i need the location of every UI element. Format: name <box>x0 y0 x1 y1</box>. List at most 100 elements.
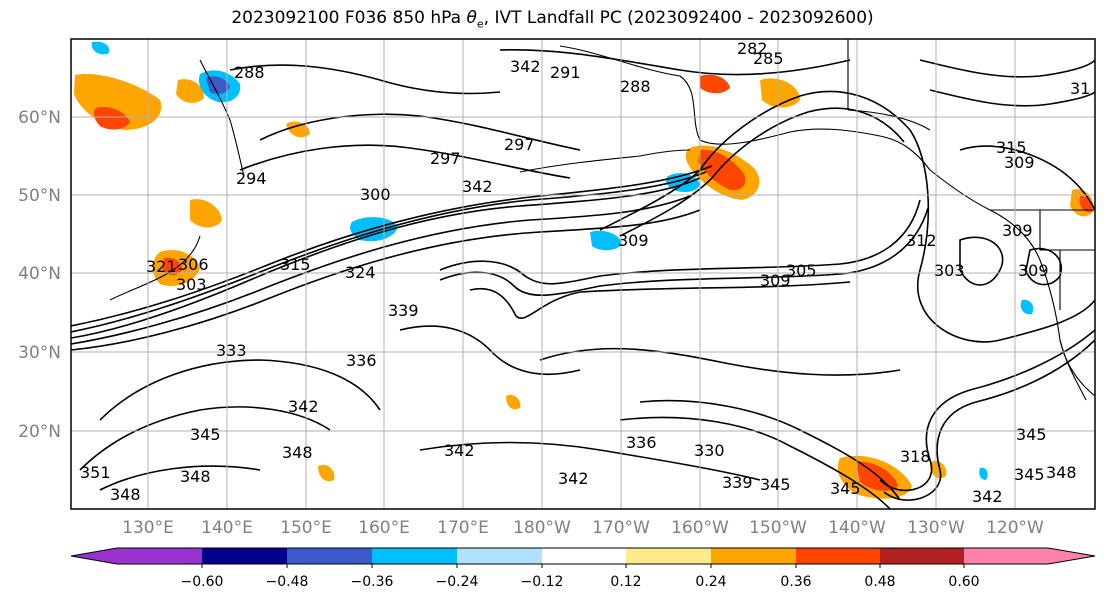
shade-small-6 <box>979 467 988 480</box>
colorbar-tick-label: 0.48 <box>864 574 895 590</box>
chart-title: 2023092100 F036 850 hPa θe, IVT Landfall… <box>0 8 1105 30</box>
coast-baja <box>1059 339 1087 401</box>
colorbar-segment <box>372 548 457 564</box>
contour-label: 309 <box>1002 221 1033 240</box>
contour-labels: 288 291 282 285 288 297 294 297 300 309 … <box>80 39 1090 506</box>
contour-label: 345 <box>1014 465 1045 484</box>
shade-japan-red <box>162 257 182 276</box>
colorbar-tick-label: −0.36 <box>351 574 394 590</box>
contour-coast-2 <box>879 329 1095 492</box>
coast-kamchatka <box>199 59 245 177</box>
contour-label: 339 <box>388 301 419 320</box>
longitude-label: 140°W <box>828 518 886 538</box>
shade-small-5 <box>1020 299 1034 315</box>
contour-label: 303 <box>176 275 207 294</box>
contour-label: 333 <box>216 341 247 360</box>
contour-sub-2 <box>619 416 891 509</box>
contour-label: 342 <box>444 441 475 460</box>
contour-central-2 <box>419 441 761 481</box>
title-suffix: , IVT Landfall PC (2023092400 - 20230926… <box>483 8 874 28</box>
shade-kamchatka-orange <box>176 79 204 103</box>
longitude-label: 130°E <box>122 518 174 538</box>
contour-label: 285 <box>753 49 784 68</box>
contour-sub-1 <box>639 399 901 501</box>
colorbar-tick-label: 0.36 <box>780 574 811 590</box>
colorbar-ticks <box>201 564 965 568</box>
contour-label: 297 <box>504 135 535 154</box>
longitude-label: 150°W <box>749 518 807 538</box>
contour-label: 351 <box>80 463 111 482</box>
colorbar-extend-right <box>1048 548 1095 564</box>
coast-aleutian <box>519 149 691 173</box>
contour-label: 342 <box>558 469 589 488</box>
contour-label: 300 <box>360 185 391 204</box>
contour-coast-3 <box>883 339 1095 501</box>
shade-kamchatka-blue-core <box>206 76 230 94</box>
shade-small-2 <box>318 464 335 482</box>
longitude-label: 170°E <box>437 518 489 538</box>
contour-label: 321 <box>146 257 177 276</box>
colorbar-tick-label: 0.24 <box>695 574 726 590</box>
contour-plain-1 <box>959 236 1004 286</box>
contour-river-2 <box>439 207 929 297</box>
contour-label: 345 <box>830 479 861 498</box>
longitude-label: 140°E <box>201 518 253 538</box>
contour-central-1 <box>539 347 901 376</box>
colorbar-segment <box>626 548 711 564</box>
contour-label: 282 <box>737 39 768 58</box>
contour-label: 345 <box>190 425 221 444</box>
colorbar-segment <box>457 548 542 564</box>
longitude-label: 170°W <box>592 518 650 538</box>
longitude-axis: 130°E 140°E 150°E 160°E 170°E 180°W 170°… <box>122 518 1044 538</box>
colorbar-segment <box>542 548 626 564</box>
contour-label: 342 <box>462 177 493 196</box>
colorbar-tick-label: 0.12 <box>610 574 641 590</box>
contour-label: 342 <box>288 397 319 416</box>
contour-alaska-2 <box>619 107 905 237</box>
contour-label: 288 <box>234 63 265 82</box>
contour-coast-1 <box>909 129 1095 343</box>
latitude-label: 60°N <box>18 108 61 128</box>
contour-north-3 <box>229 64 501 95</box>
longitude-label: 130°W <box>907 518 965 538</box>
contour-label: 291 <box>550 63 581 82</box>
latitude-label: 40°N <box>18 264 61 284</box>
contour-river-3 <box>469 281 851 319</box>
contour-label: 348 <box>1046 463 1077 482</box>
contour-label: 305 <box>786 261 817 280</box>
shade-east-orange-1 <box>930 460 947 479</box>
contour-label: 330 <box>694 441 725 460</box>
latitude-label: 30°N <box>18 343 61 363</box>
contour-label: 309 <box>1018 261 1049 280</box>
contour-central-3 <box>399 325 581 376</box>
colorbar-tick-label: −0.24 <box>436 574 479 590</box>
contour-label: 294 <box>236 169 267 188</box>
contour-label: 348 <box>180 467 211 486</box>
shade-mid-blue <box>590 230 622 251</box>
contour-west-1 <box>99 359 381 421</box>
contour-alaska-1 <box>599 90 911 231</box>
shade-small-3 <box>506 394 521 410</box>
shade-west-coast-red <box>1079 196 1093 213</box>
contour-label: 288 <box>620 77 651 96</box>
colorbar-tick-label: −0.60 <box>181 574 224 590</box>
contour-label: 309 <box>618 231 649 250</box>
longitude-label: 180°W <box>513 518 571 538</box>
longitude-label: 160°E <box>358 518 410 538</box>
colorbar-extend-left <box>71 548 117 564</box>
coast-japan <box>109 235 201 301</box>
contour-jet-2 <box>71 171 707 333</box>
contour-label: 342 <box>510 57 541 76</box>
contour-label: 336 <box>626 433 657 452</box>
contour-label: 342 <box>972 487 1003 506</box>
contour-label: 31 <box>1070 79 1090 98</box>
contour-label: 348 <box>110 485 141 504</box>
contour-jet-4 <box>71 195 691 345</box>
shade-gulf-alaska-core <box>698 149 746 191</box>
contour-jet-3 <box>71 165 713 327</box>
contour-canada-2 <box>929 89 1095 107</box>
colorbar-tick-label: −0.12 <box>521 574 564 590</box>
contour-north-2 <box>239 144 571 179</box>
shade-alaska-orange <box>700 74 730 94</box>
